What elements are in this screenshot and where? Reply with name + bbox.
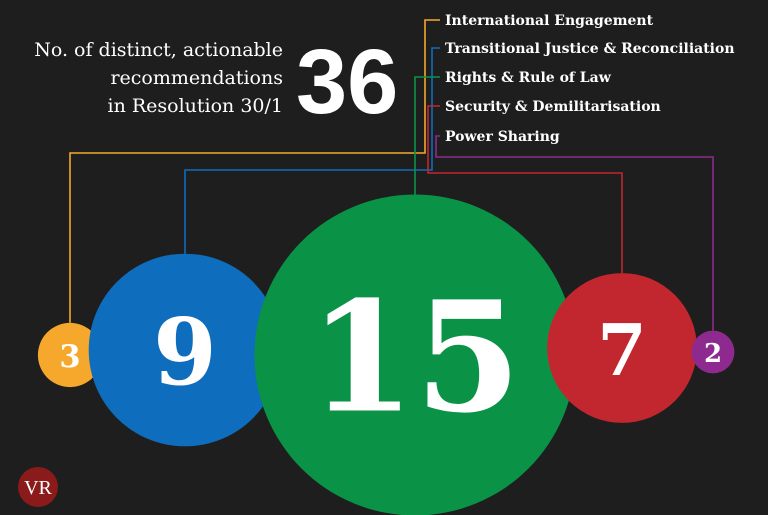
- bubble-label: 2: [704, 339, 722, 369]
- leader-line: [435, 135, 714, 331]
- bubble: [37, 322, 103, 388]
- total: 36: [296, 31, 398, 133]
- legend-label: Transitional Justice & Reconciliation: [445, 41, 735, 57]
- leader-line: [414, 76, 440, 195]
- bubble-label: 15: [309, 268, 521, 447]
- bubble: [547, 273, 697, 423]
- title-line: in Resolution 30/1: [108, 95, 284, 117]
- logo: VR: [24, 477, 52, 499]
- bubble-label: 3: [59, 339, 80, 375]
- title-line: recommendations: [110, 67, 283, 89]
- leaders: International Engagement Transitional Jus…: [69, 13, 735, 331]
- bubbles: 3 9 15 7 2: [37, 194, 735, 515]
- legend-label: Security & Demilitarisation: [445, 99, 661, 115]
- leader-line: [184, 47, 440, 254]
- leader-line: [69, 19, 440, 323]
- logo-badge: [18, 467, 58, 507]
- legend-label: Power Sharing: [445, 129, 560, 145]
- legend-label: Rights & Rule of Law: [445, 70, 612, 86]
- bubble-label: 9: [153, 298, 217, 406]
- legend-label: International Engagement: [445, 13, 654, 29]
- bubble: [88, 253, 282, 447]
- bubble: [254, 194, 576, 515]
- bubble-label: 7: [597, 308, 647, 392]
- bubble: [691, 330, 735, 374]
- title-line: No. of distinct, actionable: [34, 39, 283, 61]
- leader-line: [427, 105, 623, 274]
